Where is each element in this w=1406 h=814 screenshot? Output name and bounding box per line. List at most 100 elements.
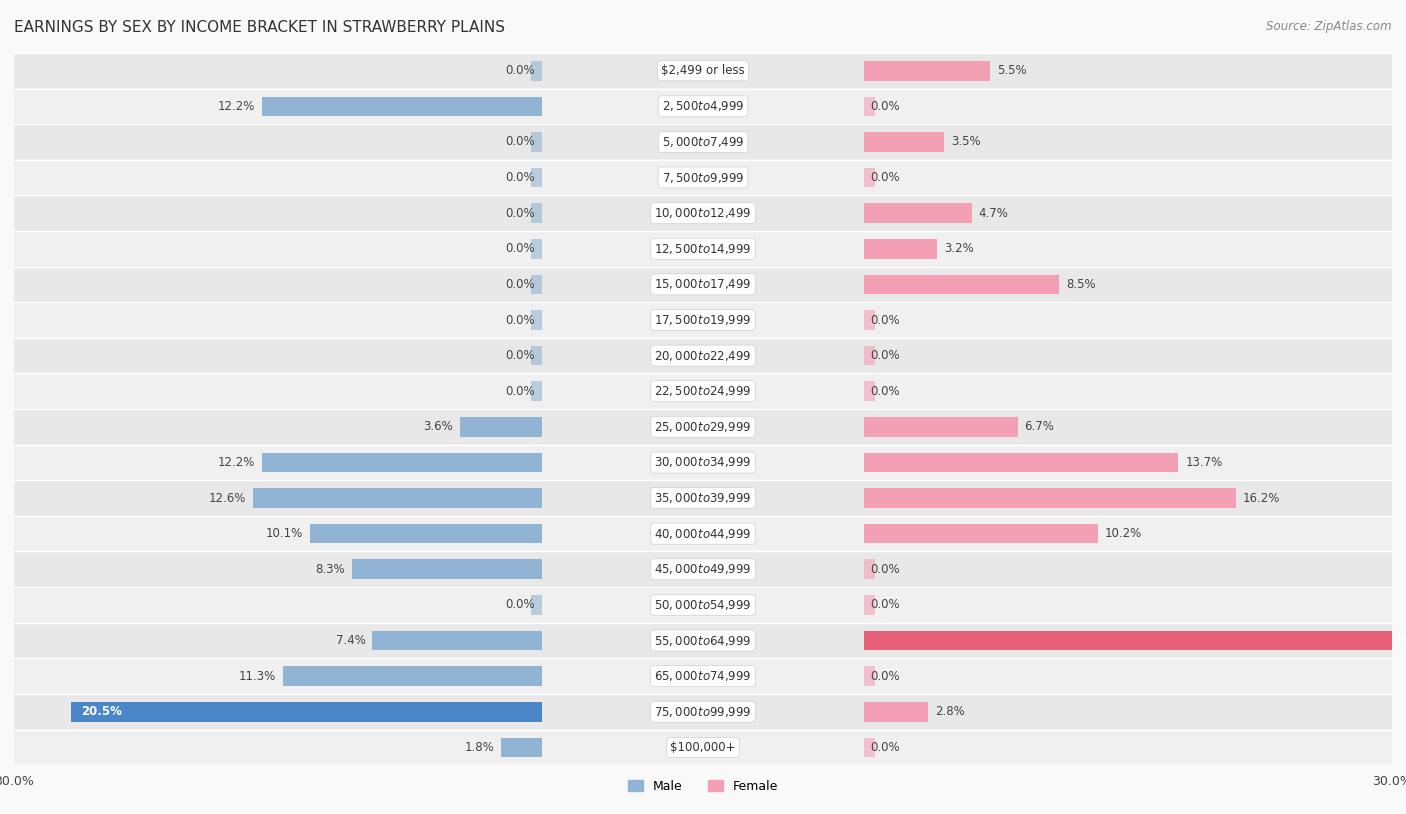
Bar bbox=[863, 204, 972, 223]
Bar bbox=[530, 204, 543, 223]
Text: 10.2%: 10.2% bbox=[1105, 527, 1142, 540]
FancyBboxPatch shape bbox=[14, 409, 1392, 444]
Bar bbox=[72, 702, 543, 721]
Bar bbox=[863, 61, 990, 81]
Text: EARNINGS BY SEX BY INCOME BRACKET IN STRAWBERRY PLAINS: EARNINGS BY SEX BY INCOME BRACKET IN STR… bbox=[14, 20, 505, 35]
Bar bbox=[311, 524, 543, 544]
Text: $2,499 or less: $2,499 or less bbox=[661, 64, 745, 77]
FancyBboxPatch shape bbox=[14, 480, 1392, 516]
Bar bbox=[262, 453, 543, 472]
FancyBboxPatch shape bbox=[14, 623, 1392, 659]
Text: 0.0%: 0.0% bbox=[506, 171, 536, 184]
Text: 0.0%: 0.0% bbox=[506, 598, 536, 611]
Text: 8.3%: 8.3% bbox=[315, 562, 344, 575]
Text: $40,000 to $44,999: $40,000 to $44,999 bbox=[654, 527, 752, 540]
Text: 1.8%: 1.8% bbox=[464, 741, 494, 754]
Text: 12.6%: 12.6% bbox=[208, 492, 246, 505]
Bar bbox=[530, 595, 543, 615]
Text: 0.0%: 0.0% bbox=[506, 349, 536, 362]
Text: 0.0%: 0.0% bbox=[870, 562, 900, 575]
Bar bbox=[863, 631, 1406, 650]
Text: 12.2%: 12.2% bbox=[218, 100, 256, 113]
FancyBboxPatch shape bbox=[14, 694, 1392, 729]
Text: $12,500 to $14,999: $12,500 to $14,999 bbox=[654, 242, 752, 256]
Text: 0.0%: 0.0% bbox=[870, 313, 900, 326]
Bar bbox=[863, 595, 876, 615]
Text: 13.7%: 13.7% bbox=[1185, 456, 1222, 469]
FancyBboxPatch shape bbox=[14, 659, 1392, 694]
Text: $30,000 to $34,999: $30,000 to $34,999 bbox=[654, 456, 752, 470]
Text: 25.2%: 25.2% bbox=[1392, 634, 1406, 647]
Bar bbox=[501, 737, 543, 757]
Text: 0.0%: 0.0% bbox=[506, 278, 536, 291]
Bar bbox=[863, 702, 928, 721]
Text: 2.8%: 2.8% bbox=[935, 705, 965, 718]
Bar bbox=[863, 132, 945, 151]
Text: 11.3%: 11.3% bbox=[239, 670, 276, 683]
Text: $2,500 to $4,999: $2,500 to $4,999 bbox=[662, 99, 744, 113]
FancyBboxPatch shape bbox=[14, 160, 1392, 195]
Text: $17,500 to $19,999: $17,500 to $19,999 bbox=[654, 313, 752, 327]
Text: 0.0%: 0.0% bbox=[506, 207, 536, 220]
Bar bbox=[863, 667, 876, 686]
FancyBboxPatch shape bbox=[14, 267, 1392, 302]
Text: 0.0%: 0.0% bbox=[870, 741, 900, 754]
Bar bbox=[863, 168, 876, 187]
Bar bbox=[530, 274, 543, 294]
FancyBboxPatch shape bbox=[14, 444, 1392, 480]
Bar bbox=[863, 346, 876, 365]
FancyBboxPatch shape bbox=[14, 587, 1392, 623]
Text: $50,000 to $54,999: $50,000 to $54,999 bbox=[654, 598, 752, 612]
Text: $25,000 to $29,999: $25,000 to $29,999 bbox=[654, 420, 752, 434]
FancyBboxPatch shape bbox=[14, 729, 1392, 765]
FancyBboxPatch shape bbox=[14, 516, 1392, 552]
Text: 3.2%: 3.2% bbox=[945, 243, 974, 256]
Bar bbox=[262, 97, 543, 116]
Text: 10.1%: 10.1% bbox=[266, 527, 304, 540]
Text: $15,000 to $17,499: $15,000 to $17,499 bbox=[654, 278, 752, 291]
Bar bbox=[863, 488, 1236, 508]
Text: 6.7%: 6.7% bbox=[1025, 420, 1054, 433]
Legend: Male, Female: Male, Female bbox=[623, 775, 783, 798]
Text: $75,000 to $99,999: $75,000 to $99,999 bbox=[654, 705, 752, 719]
Bar bbox=[863, 559, 876, 579]
Text: $20,000 to $22,499: $20,000 to $22,499 bbox=[654, 348, 752, 362]
Text: 0.0%: 0.0% bbox=[506, 313, 536, 326]
FancyBboxPatch shape bbox=[14, 338, 1392, 374]
Text: $45,000 to $49,999: $45,000 to $49,999 bbox=[654, 562, 752, 576]
Text: Source: ZipAtlas.com: Source: ZipAtlas.com bbox=[1267, 20, 1392, 33]
FancyBboxPatch shape bbox=[14, 195, 1392, 231]
Text: 0.0%: 0.0% bbox=[870, 100, 900, 113]
Bar bbox=[863, 310, 876, 330]
Bar bbox=[863, 97, 876, 116]
Text: 0.0%: 0.0% bbox=[870, 385, 900, 398]
Bar bbox=[253, 488, 543, 508]
Bar bbox=[530, 310, 543, 330]
FancyBboxPatch shape bbox=[14, 89, 1392, 124]
Bar bbox=[460, 417, 543, 436]
Bar bbox=[530, 61, 543, 81]
FancyBboxPatch shape bbox=[14, 124, 1392, 160]
Text: 7.4%: 7.4% bbox=[336, 634, 366, 647]
Bar bbox=[352, 559, 543, 579]
Text: 0.0%: 0.0% bbox=[870, 670, 900, 683]
Text: $5,000 to $7,499: $5,000 to $7,499 bbox=[662, 135, 744, 149]
Bar bbox=[530, 346, 543, 365]
FancyBboxPatch shape bbox=[14, 53, 1392, 89]
Text: $100,000+: $100,000+ bbox=[671, 741, 735, 754]
FancyBboxPatch shape bbox=[14, 374, 1392, 409]
Text: $35,000 to $39,999: $35,000 to $39,999 bbox=[654, 491, 752, 505]
Bar bbox=[863, 737, 876, 757]
Bar bbox=[863, 524, 1098, 544]
Bar bbox=[373, 631, 543, 650]
Bar bbox=[863, 239, 938, 259]
Text: $22,500 to $24,999: $22,500 to $24,999 bbox=[654, 384, 752, 398]
Text: $65,000 to $74,999: $65,000 to $74,999 bbox=[654, 669, 752, 683]
Text: $10,000 to $12,499: $10,000 to $12,499 bbox=[654, 206, 752, 220]
Text: 3.6%: 3.6% bbox=[423, 420, 453, 433]
Text: 0.0%: 0.0% bbox=[506, 385, 536, 398]
Text: 4.7%: 4.7% bbox=[979, 207, 1008, 220]
Text: 20.5%: 20.5% bbox=[80, 705, 121, 718]
Text: 0.0%: 0.0% bbox=[870, 171, 900, 184]
Bar bbox=[863, 417, 1018, 436]
